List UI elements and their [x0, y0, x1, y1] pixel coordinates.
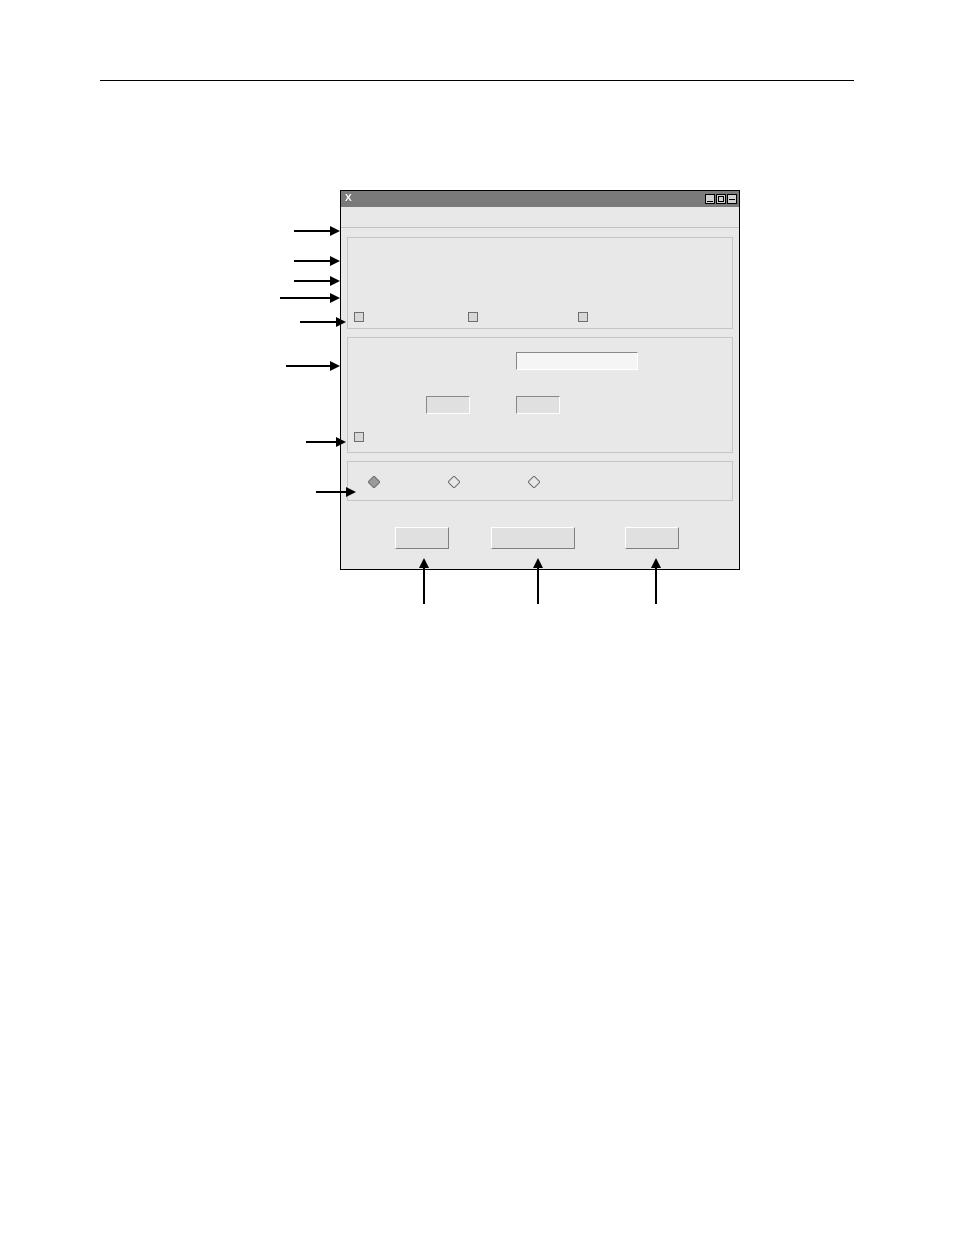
- titlebar[interactable]: X: [341, 191, 739, 207]
- arrow-up-icon: [418, 558, 430, 604]
- checkbox-opt-a[interactable]: [354, 312, 364, 322]
- page-divider: [100, 80, 854, 81]
- arrow-up-icon: [650, 558, 662, 604]
- window-controls: [705, 194, 737, 204]
- checkbox-opt-b[interactable]: [468, 312, 478, 322]
- arrow-icon: [300, 316, 346, 328]
- minimize-button[interactable]: [705, 194, 715, 204]
- maximize-button[interactable]: [716, 194, 726, 204]
- input-left[interactable]: [426, 396, 470, 414]
- cancel-button[interactable]: [625, 527, 679, 549]
- system-menu-icon[interactable]: X: [345, 194, 352, 204]
- radio-group: [347, 461, 733, 501]
- apply-button[interactable]: [491, 527, 575, 549]
- radio-choice-3[interactable]: [528, 476, 540, 488]
- input-top[interactable]: [516, 352, 638, 370]
- arrow-icon: [286, 360, 340, 372]
- arrow-icon: [306, 436, 346, 448]
- options-group-1: [347, 237, 733, 329]
- arrow-icon: [280, 292, 340, 304]
- dialog-window: X: [340, 190, 740, 570]
- ok-button[interactable]: [395, 527, 449, 549]
- radio-choice-1[interactable]: [368, 476, 380, 488]
- input-right[interactable]: [516, 396, 560, 414]
- close-button[interactable]: [727, 194, 737, 204]
- arrow-icon: [316, 486, 356, 498]
- radio-choice-2[interactable]: [448, 476, 460, 488]
- checkbox-opt-d[interactable]: [354, 432, 364, 442]
- arrow-icon: [294, 275, 340, 287]
- options-group-2: [347, 337, 733, 453]
- menubar[interactable]: [341, 207, 739, 228]
- arrow-up-icon: [532, 558, 544, 604]
- arrow-icon: [294, 225, 340, 237]
- checkbox-opt-c[interactable]: [578, 312, 588, 322]
- arrow-icon: [294, 255, 340, 267]
